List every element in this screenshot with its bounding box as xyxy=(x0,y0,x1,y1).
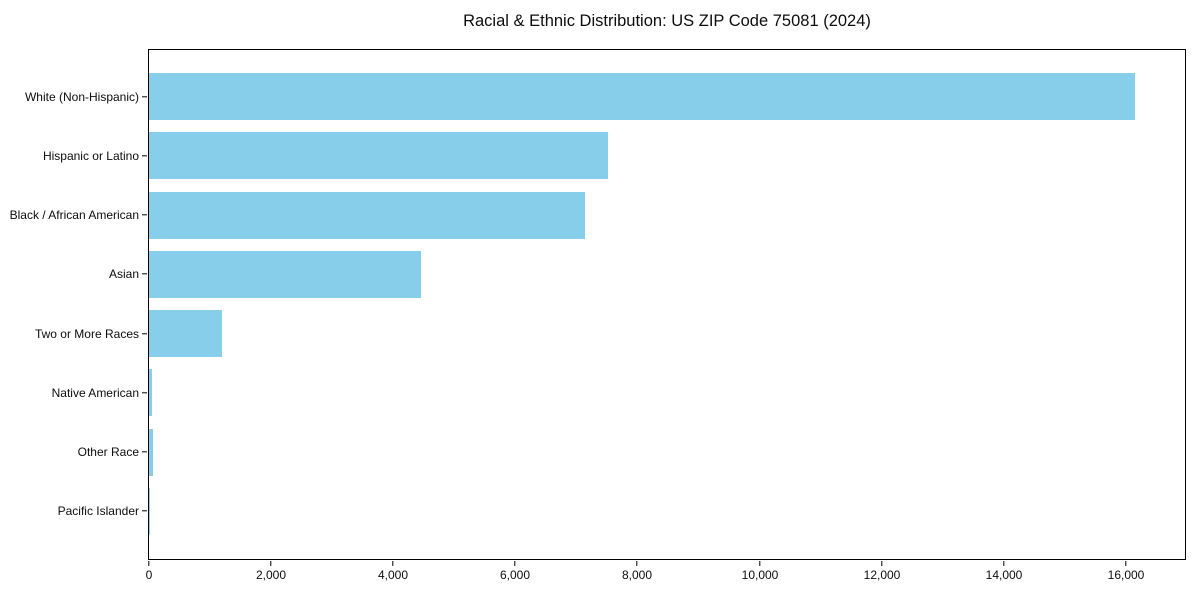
y-axis-label: Asian xyxy=(108,267,139,281)
x-tick-label: 8,000 xyxy=(621,568,653,582)
bar-asian xyxy=(149,251,421,298)
y-axis-label: Black / African American xyxy=(9,208,139,222)
bar-two-or-more-races xyxy=(149,310,222,357)
x-tick-mark xyxy=(514,561,516,566)
bar-other-race xyxy=(149,429,153,476)
y-axis-label: Pacific Islander xyxy=(57,504,139,518)
y-tick-mark xyxy=(142,451,147,453)
x-tick-mark xyxy=(881,561,883,566)
x-tick-mark xyxy=(148,561,150,566)
y-tick-mark xyxy=(142,273,147,275)
plot-area: White (Non-Hispanic) Hispanic or Latino Bl… xyxy=(10,49,1186,582)
x-tick-mark xyxy=(392,561,394,566)
chart-title: Racial & Ethnic Distribution: US ZIP Cod… xyxy=(463,12,871,30)
y-tick-mark xyxy=(142,214,147,216)
y-tick-mark xyxy=(142,155,147,157)
x-tick-label: 4,000 xyxy=(377,568,409,582)
y-tick-mark xyxy=(142,392,147,394)
y-axis-label: Two or More Races xyxy=(34,327,139,341)
x-tick-mark xyxy=(1125,561,1127,566)
x-tick-label: 0 xyxy=(145,568,153,582)
x-tick-label: 10,000 xyxy=(741,568,779,582)
x-tick-mark xyxy=(1003,561,1005,566)
bar-native-american xyxy=(149,369,152,416)
bar-hispanic-or-latino xyxy=(149,132,608,179)
x-tick-mark xyxy=(636,561,638,566)
x-tick-mark xyxy=(759,561,761,566)
bar-white-non-hispanic xyxy=(149,73,1135,120)
y-tick-mark xyxy=(142,96,147,98)
y-axis-label: Native American xyxy=(51,386,139,400)
x-tick-label: 2,000 xyxy=(255,568,287,582)
bar-pacific-islander xyxy=(149,488,150,535)
x-tick-label: 16,000 xyxy=(1107,568,1145,582)
bar-black-african-american xyxy=(149,192,585,239)
y-tick-mark xyxy=(142,510,147,512)
x-tick-label: 12,000 xyxy=(863,568,901,582)
y-axis-label: Hispanic or Latino xyxy=(42,149,139,163)
x-tick-label: 6,000 xyxy=(499,568,531,582)
x-tick-mark xyxy=(270,561,272,566)
x-tick-label: 14,000 xyxy=(985,568,1023,582)
y-axis-label: Other Race xyxy=(77,445,139,459)
y-axis-label: White (Non-Hispanic) xyxy=(24,90,139,104)
y-tick-mark xyxy=(142,333,147,335)
